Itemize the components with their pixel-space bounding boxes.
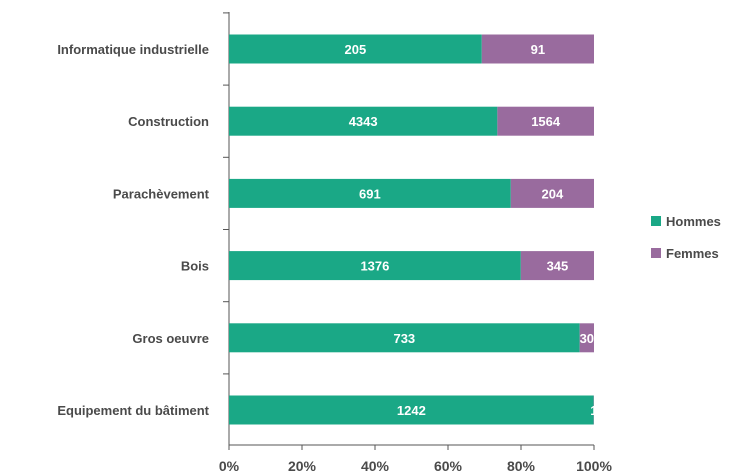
bar-femmes-3 (520, 251, 594, 281)
axes (223, 12, 594, 446)
bar-hommes-1 (229, 106, 498, 136)
bar-femmes-2 (510, 178, 594, 208)
bar-femmes-1 (497, 106, 594, 136)
category-label: Parachèvement (113, 186, 210, 201)
x-tick-label: 100% (576, 458, 612, 473)
bar-hommes-5 (229, 395, 594, 425)
legend-label: Femmes (666, 246, 719, 261)
bar-femmes-4 (579, 323, 594, 353)
x-tick-label: 0% (219, 458, 240, 473)
data-label: 1 (590, 403, 597, 418)
x-axis-ticks: 0% 20% 40% 60% 80% 100% (219, 445, 612, 473)
bar-hommes-3 (229, 251, 521, 281)
data-label: 1564 (531, 114, 561, 129)
data-label: 345 (547, 259, 569, 274)
data-label: 30 (580, 331, 594, 346)
data-label: 205 (345, 42, 367, 57)
category-labels: Informatique industrielle Construction Par… (57, 42, 209, 418)
bars: 205 91 4343 1564 691 204 1376 345 733 30 1242 1 (229, 34, 597, 425)
legend-swatch-hommes (651, 216, 661, 226)
bar-hommes-0 (229, 34, 482, 64)
data-label: 91 (531, 42, 545, 57)
data-label: 691 (359, 186, 381, 201)
category-label: Construction (128, 114, 209, 129)
x-tick-label: 40% (361, 458, 390, 473)
bar-hommes-4 (229, 323, 580, 353)
bar-femmes-0 (481, 34, 594, 64)
x-tick-label: 20% (288, 458, 317, 473)
data-label: 204 (542, 186, 564, 201)
legend-swatch-femmes (651, 248, 661, 258)
x-tick-label: 80% (507, 458, 536, 473)
legend: Hommes Femmes (651, 214, 721, 261)
data-label: 1242 (397, 403, 426, 418)
category-label: Gros oeuvre (132, 331, 209, 346)
data-label: 1376 (360, 259, 389, 274)
data-label: 733 (393, 331, 415, 346)
category-label: Bois (181, 259, 209, 274)
x-tick-label: 60% (434, 458, 463, 473)
bar-hommes-2 (229, 178, 511, 208)
legend-label: Hommes (666, 214, 721, 229)
category-label: Informatique industrielle (57, 42, 209, 57)
category-label: Equipement du bâtiment (57, 403, 209, 418)
data-label: 4343 (349, 114, 378, 129)
